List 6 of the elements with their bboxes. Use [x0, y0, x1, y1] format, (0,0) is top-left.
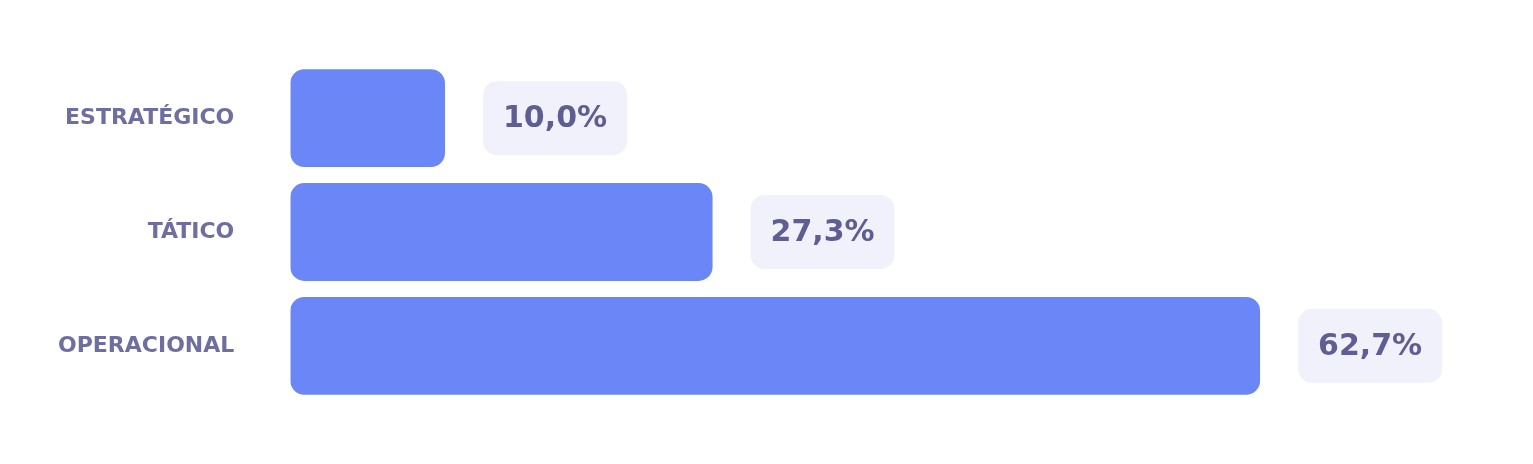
- y-tick-label: TÁTICO: [147, 217, 235, 243]
- y-tick-label: OPERACIONAL: [58, 331, 235, 357]
- data-label: 10,0%: [502, 98, 608, 134]
- y-tick-label: ESTRATÉGICO: [65, 103, 235, 129]
- data-label: 27,3%: [770, 212, 875, 248]
- data-label: 62,7%: [1318, 326, 1423, 362]
